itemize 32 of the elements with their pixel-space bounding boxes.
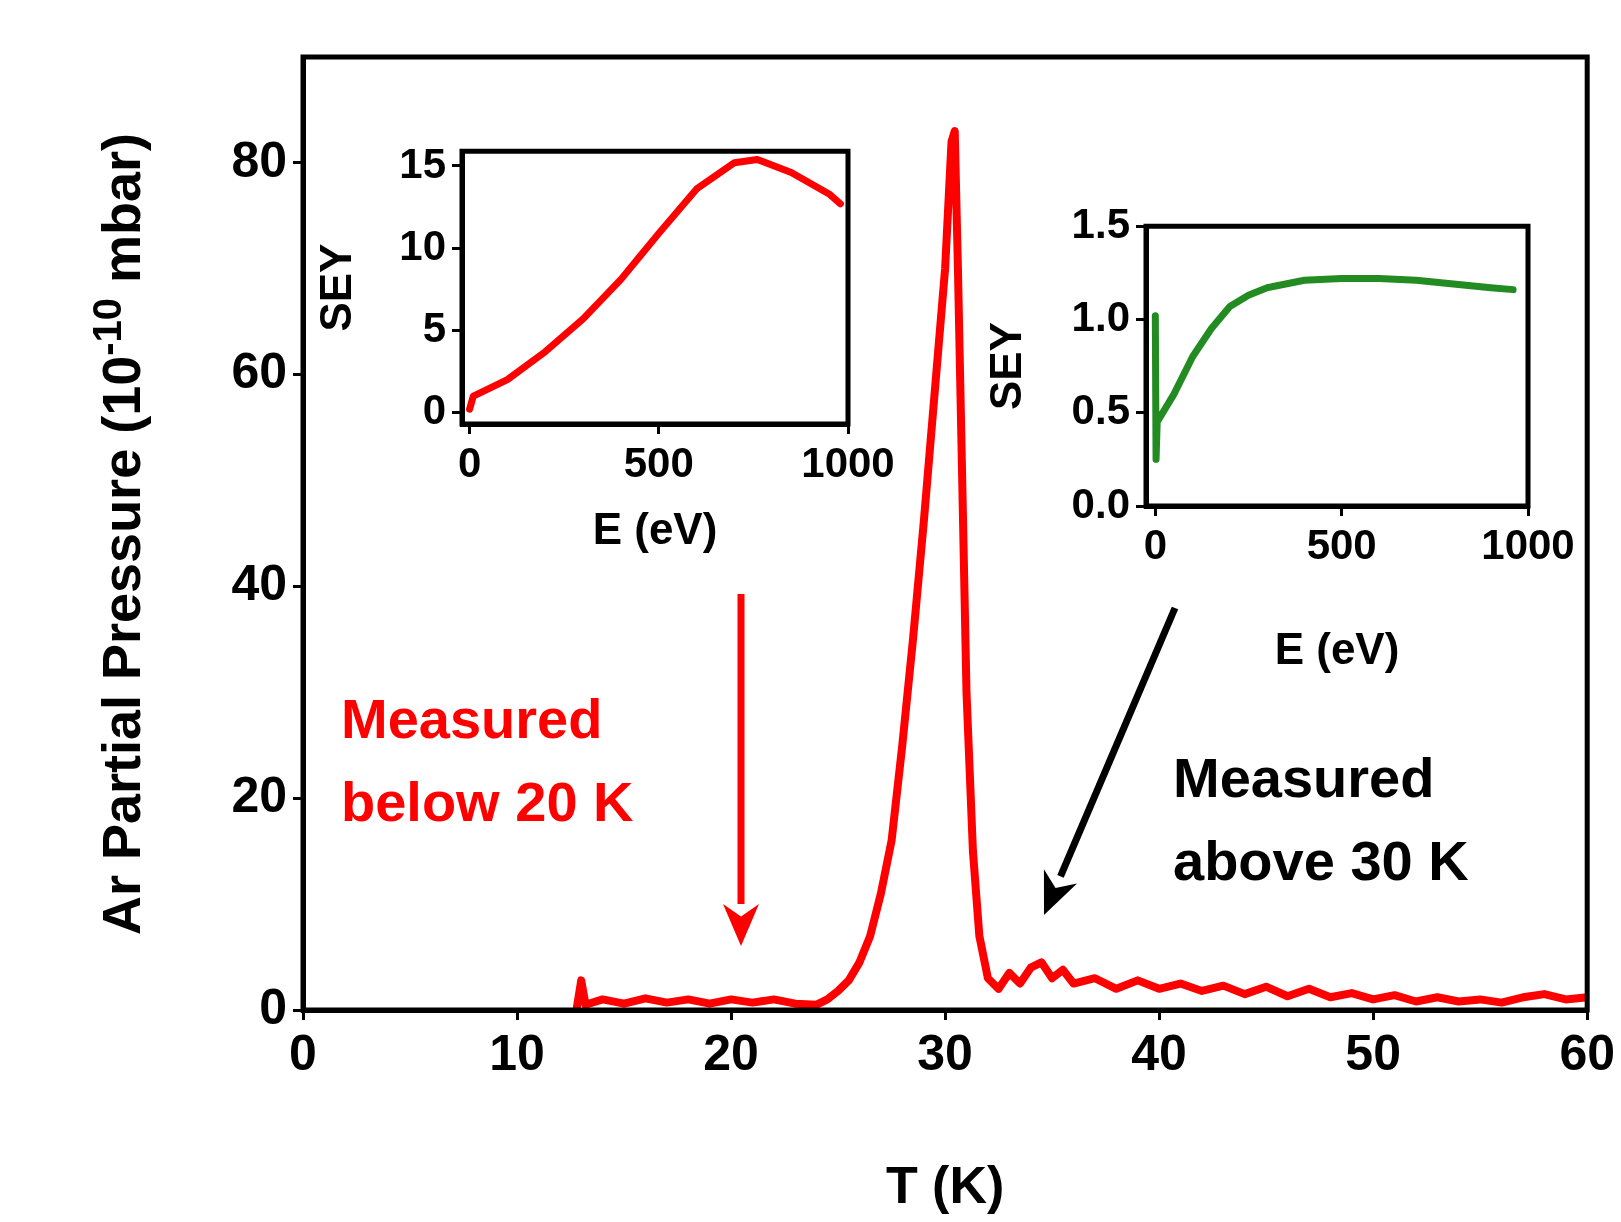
x-tick-label: 500 xyxy=(623,438,694,486)
x-tick-label: 30 xyxy=(917,1024,973,1081)
y-axis-title: SEY xyxy=(310,243,360,332)
x-axis-title: E (eV) xyxy=(592,503,718,553)
x-tick-label: 1000 xyxy=(1481,520,1575,568)
y-tick-label: 15 xyxy=(399,139,446,187)
y-tick-label: 0.0 xyxy=(1071,479,1130,527)
y-tick-label: 5 xyxy=(422,303,446,351)
y-tick-label: 1.0 xyxy=(1071,293,1130,341)
x-axis-title: E (eV) xyxy=(1274,623,1400,673)
x-axis-title: T (K) xyxy=(885,1156,1005,1215)
y-tick-label: 0 xyxy=(259,978,287,1035)
x-tick-label: 20 xyxy=(703,1024,759,1081)
x-tick-label: 10 xyxy=(489,1024,545,1081)
y-tick-label: 40 xyxy=(231,555,287,612)
annotation: Measured above 30 K xyxy=(1173,745,1469,894)
y-tick-label: 20 xyxy=(231,767,287,823)
x-tick-label: 0 xyxy=(457,438,482,486)
y-axis-title: SEY xyxy=(980,322,1030,411)
y-tick-label: 60 xyxy=(231,343,287,400)
x-tick-label: 60 xyxy=(1559,1024,1615,1081)
y-tick-label: 10 xyxy=(399,221,446,269)
x-tick-label: 1000 xyxy=(801,438,895,486)
x-tick-label: 0 xyxy=(1143,520,1167,568)
x-tick-label: 50 xyxy=(1345,1024,1401,1081)
x-tick-label: 500 xyxy=(1306,520,1377,568)
y-tick-label: 80 xyxy=(231,131,287,188)
y-tick-label: 0 xyxy=(422,386,446,434)
y-tick-label: 1.5 xyxy=(1071,199,1130,247)
y-tick-label: 0.5 xyxy=(1071,386,1130,434)
annotation: Measured below 20 K xyxy=(341,686,634,835)
x-tick-label: 40 xyxy=(1131,1024,1187,1081)
